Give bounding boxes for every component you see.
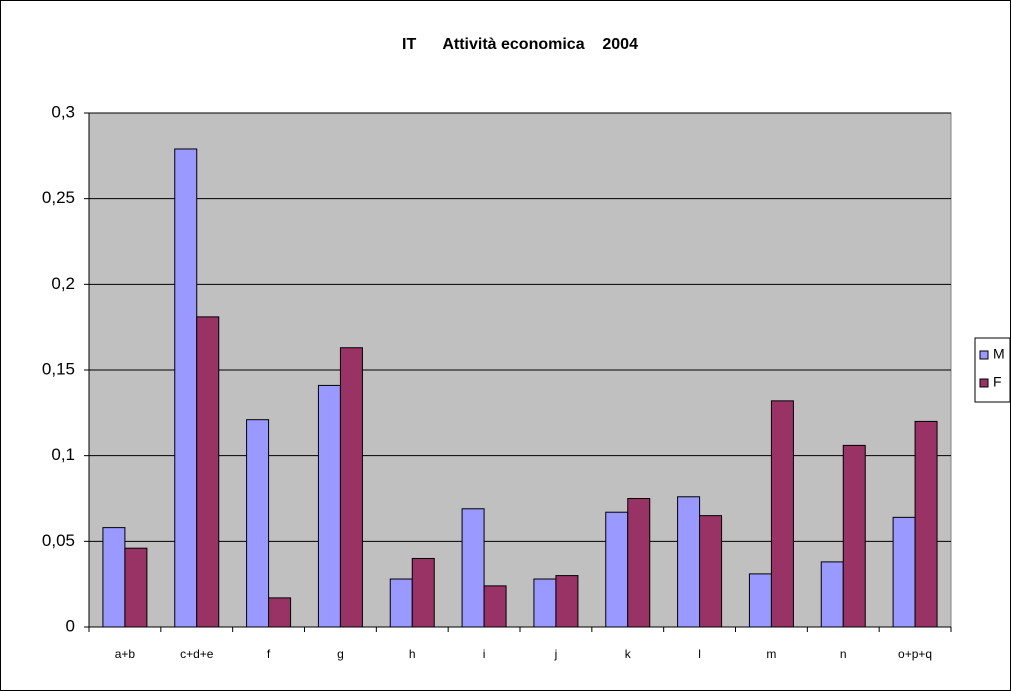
- bar: [748, 573, 772, 628]
- bar: [892, 516, 916, 628]
- legend-label: F: [993, 374, 1002, 390]
- x-tick-label: f: [267, 647, 271, 661]
- x-tick-label: g: [337, 647, 344, 661]
- bar: [339, 347, 363, 628]
- bar: [914, 420, 938, 628]
- bar: [196, 316, 220, 628]
- x-tick-label: j: [554, 647, 558, 661]
- y-tick-label: 0,25: [42, 188, 75, 207]
- y-tick-label: 0,15: [42, 359, 75, 378]
- x-tick-label: m: [766, 647, 776, 661]
- bar: [317, 384, 341, 628]
- bar: [533, 578, 557, 628]
- x-tick-label: c+d+e: [180, 647, 214, 661]
- y-tick-label: 0: [66, 616, 75, 635]
- bar: [411, 557, 435, 628]
- bar: [627, 498, 651, 628]
- bar: [483, 585, 507, 628]
- bar: [268, 597, 292, 628]
- y-tick-label: 0,05: [42, 531, 75, 550]
- bar: [461, 508, 485, 628]
- x-tick-label: a+b: [115, 647, 136, 661]
- bar: [605, 511, 629, 628]
- bar: [555, 575, 579, 628]
- y-tick-label: 0,3: [51, 102, 75, 121]
- legend-label: M: [993, 346, 1005, 362]
- x-tick-label: h: [409, 647, 416, 661]
- x-tick-label: k: [625, 647, 632, 661]
- y-tick-label: 0,2: [51, 274, 75, 293]
- bar: [770, 400, 794, 628]
- bar: [246, 419, 270, 628]
- legend-box: [974, 337, 1011, 403]
- bar: [820, 561, 844, 628]
- x-tick-label: i: [483, 647, 486, 661]
- legend-swatch: [979, 350, 989, 360]
- bar: [677, 496, 701, 628]
- bar: [389, 578, 413, 628]
- legend-swatch: [979, 378, 989, 388]
- x-tick-label: o+p+q: [898, 647, 932, 661]
- bar: [699, 515, 723, 628]
- chart-title: IT Attività economica 2004: [402, 36, 638, 53]
- bar: [842, 444, 866, 628]
- bar: [174, 148, 198, 628]
- y-tick-label: 0,1: [51, 445, 75, 464]
- x-tick-label: n: [840, 647, 847, 661]
- bar: [124, 547, 148, 628]
- bar: [102, 527, 126, 628]
- x-tick-label: l: [698, 647, 701, 661]
